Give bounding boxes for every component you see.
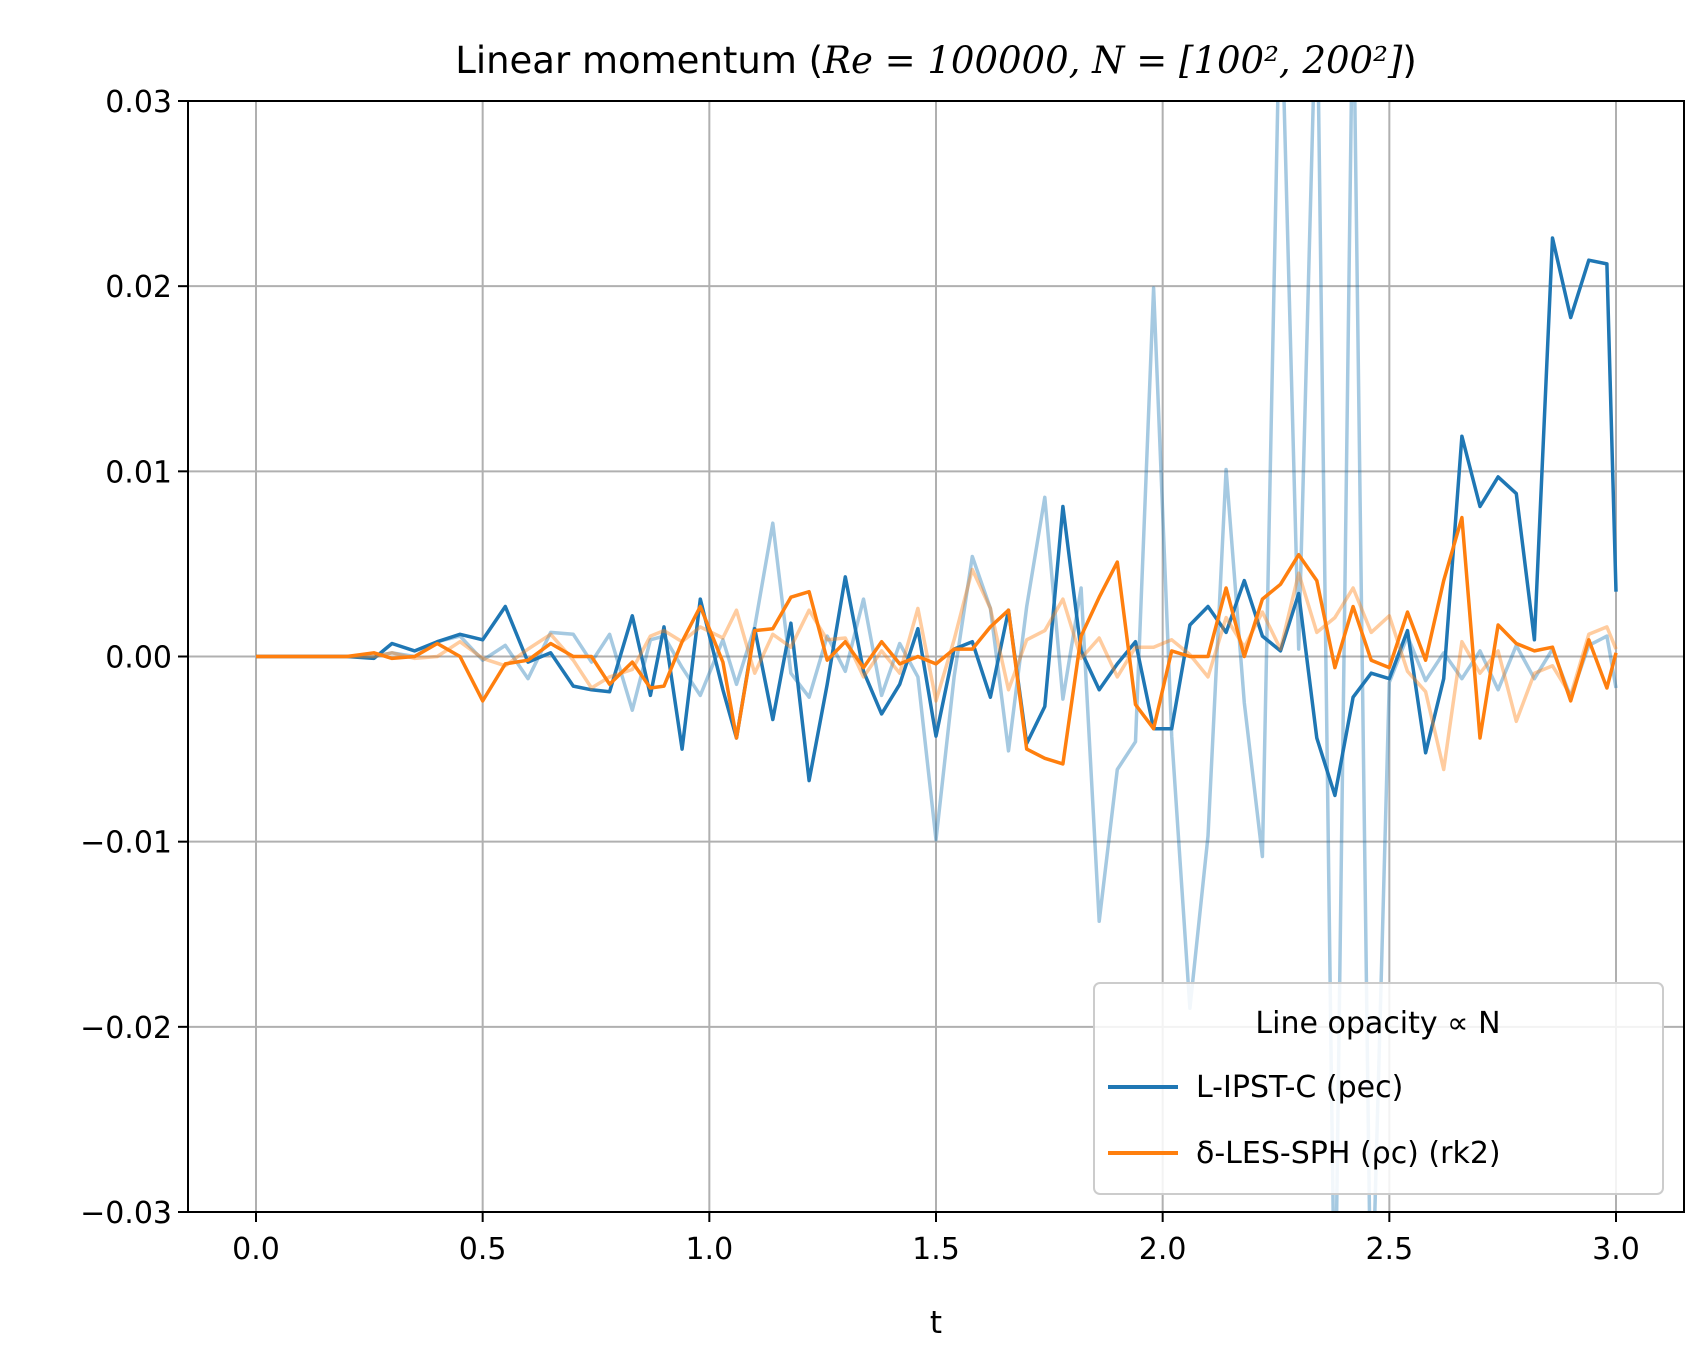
x-tick-label: 0.0 — [232, 1232, 280, 1267]
x-tick-label: 1.5 — [912, 1232, 960, 1267]
chart-title-suffix: ) — [1402, 39, 1416, 82]
y-tick-label: −0.01 — [80, 826, 172, 861]
legend-label-delta-les-sph: δ-LES-SPH (ρc) (rk2) — [1196, 1136, 1501, 1171]
y-axis-ticks: −0.03 −0.02 −0.01 0.00 0.01 0.02 0.03 — [80, 85, 188, 1231]
x-tick-label: 0.5 — [459, 1232, 507, 1267]
legend-box — [1093, 982, 1664, 1195]
x-tick-label: 2.0 — [1139, 1232, 1187, 1267]
series-line-3 — [256, 515, 1618, 766]
y-tick-label: 0.03 — [105, 85, 172, 120]
y-tick-label: −0.02 — [80, 1011, 172, 1046]
y-tick-label: 0.01 — [105, 455, 172, 490]
x-axis-ticks: 0.0 0.5 1.0 1.5 2.0 2.5 3.0 — [232, 1212, 1640, 1267]
chart-title-prefix: Linear momentum ( — [455, 39, 823, 82]
y-tick-label: 0.00 — [105, 641, 172, 676]
y-tick-label: 0.02 — [105, 270, 172, 305]
legend-label-l-ipst-c: L-IPST-C (pec) — [1196, 1070, 1403, 1105]
chart-title-math: Re = 100000, N = [100², 200²] — [822, 39, 1403, 82]
x-tick-label: 3.0 — [1592, 1232, 1640, 1267]
x-axis-label: t — [930, 1305, 942, 1341]
x-tick-label: 1.0 — [685, 1232, 733, 1267]
legend: Line opacity ∝ N L-IPST-C (pec) δ-LES-SP… — [1093, 982, 1664, 1195]
y-tick-label: −0.03 — [80, 1196, 172, 1231]
chart-title: Linear momentum (Re = 100000, N = [100²,… — [455, 39, 1417, 82]
legend-title: Line opacity ∝ N — [1255, 1006, 1500, 1041]
series-line-2 — [256, 567, 1618, 772]
series-line-1 — [256, 236, 1618, 798]
x-tick-label: 2.5 — [1365, 1232, 1413, 1267]
plot-area — [256, 101, 1618, 1212]
